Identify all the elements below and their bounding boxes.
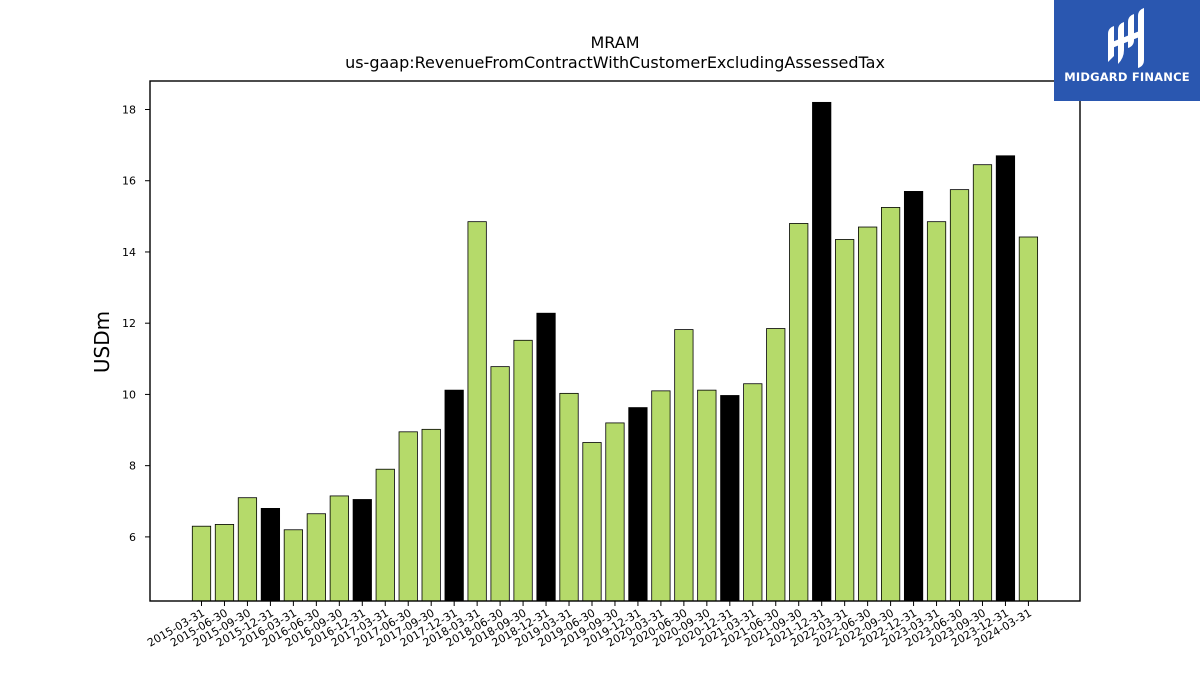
bar	[306, 513, 326, 602]
bar	[352, 499, 372, 602]
bar	[214, 524, 235, 602]
y-tick-label: 18	[122, 104, 136, 117]
bar	[766, 328, 786, 602]
bar	[1018, 236, 1039, 602]
bar	[237, 497, 258, 602]
bar	[858, 226, 878, 602]
chart-subtitle: us-gaap:RevenueFromContractWithCustomerE…	[345, 53, 885, 72]
bar	[398, 431, 418, 602]
bar	[260, 507, 281, 602]
bar	[444, 389, 464, 602]
bar	[720, 395, 740, 602]
bar	[628, 407, 648, 602]
bar	[559, 392, 579, 602]
bar	[926, 221, 947, 602]
logo-mark-icon	[1108, 8, 1144, 68]
bar	[674, 329, 694, 602]
bar	[743, 383, 763, 602]
bar	[949, 189, 970, 602]
bar	[513, 339, 533, 602]
bar	[903, 191, 924, 602]
plot-frame	[149, 80, 1081, 602]
bar	[605, 422, 625, 602]
bar	[789, 223, 809, 602]
bar	[467, 221, 487, 602]
midgard-finance-logo: MIDGARD FINANCE	[1054, 0, 1200, 101]
bar	[835, 239, 855, 602]
y-tick-label: 14	[122, 246, 136, 259]
bar	[582, 442, 602, 602]
x-axis-ticks: 2015-03-312015-06-302015-09-302015-12-31…	[145, 601, 1034, 650]
bars	[191, 101, 1039, 602]
y-tick-label: 6	[129, 531, 136, 544]
bar	[536, 312, 556, 602]
bar	[375, 468, 395, 602]
bar	[812, 101, 832, 602]
bar	[283, 529, 303, 602]
bar	[881, 207, 901, 602]
bar	[191, 525, 212, 602]
bar	[421, 428, 441, 602]
bar	[329, 495, 349, 602]
logo-text: MIDGARD FINANCE	[1064, 70, 1190, 84]
y-tick-label: 16	[122, 175, 136, 188]
bar	[972, 164, 993, 602]
bar	[490, 366, 510, 602]
y-tick-label: 12	[122, 317, 136, 330]
bar	[651, 390, 671, 602]
y-tick-label: 10	[122, 388, 136, 401]
bar	[995, 155, 1016, 602]
chart-title: MRAM	[590, 33, 639, 52]
y-axis-ticks: 6 8 10 12 14 16 18	[122, 104, 150, 544]
y-axis-label: USDm	[90, 311, 114, 373]
bar	[697, 389, 717, 602]
y-tick-label: 8	[129, 460, 136, 473]
